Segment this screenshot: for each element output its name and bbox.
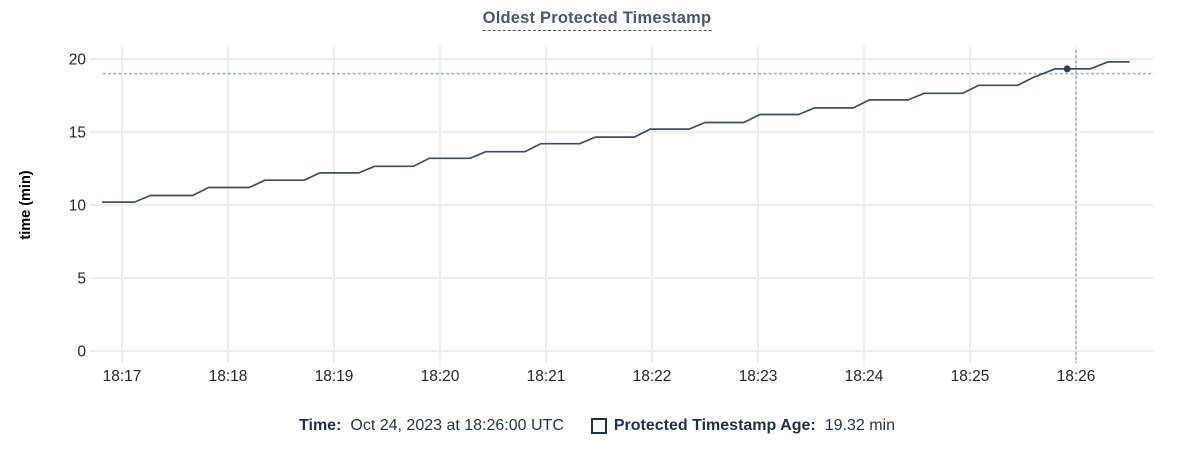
y-tick-label: 15 (69, 125, 86, 142)
y-tick-label: 20 (69, 52, 87, 69)
x-tick-label: 18:26 (1057, 368, 1096, 385)
legend-series-label: Protected Timestamp Age: (613, 417, 816, 434)
y-tick-label: 5 (77, 271, 86, 288)
x-tick-label: 18:18 (209, 368, 248, 385)
x-tick-label: 18:25 (951, 368, 990, 385)
hover-dot (1063, 65, 1071, 73)
x-tick-label: 18:20 (421, 368, 460, 385)
chart-title[interactable]: Oldest Protected Timestamp (482, 9, 712, 31)
x-tick-label: 18:21 (527, 368, 566, 385)
x-tick-label: 18:23 (739, 368, 778, 385)
legend-series-value: 19.32 min (824, 417, 895, 434)
x-tick-label: 18:17 (103, 368, 142, 385)
x-tick-label: 18:24 (845, 368, 884, 385)
y-axis-title: time (min) (18, 170, 34, 239)
legend-series-checkbox[interactable] (590, 418, 607, 434)
series-line (101, 61, 1130, 203)
x-tick-label: 18:22 (633, 368, 672, 385)
x-tick-label: 18:19 (315, 368, 354, 385)
chart-canvas[interactable]: 0 5 10 15 20 18:17 18:18 18:19 18:20 18:21 18:22 18… (0, 0, 1194, 400)
legend-time-value: Oct 24, 2023 at 18:26:00 UTC (350, 417, 564, 434)
chart-legend: Time: Oct 24, 2023 at 18:26:00 UTC Prote… (0, 414, 1194, 438)
y-tick-label: 10 (69, 198, 87, 215)
y-tick-label: 0 (77, 344, 86, 361)
legend-time-label: Time: (299, 417, 342, 434)
